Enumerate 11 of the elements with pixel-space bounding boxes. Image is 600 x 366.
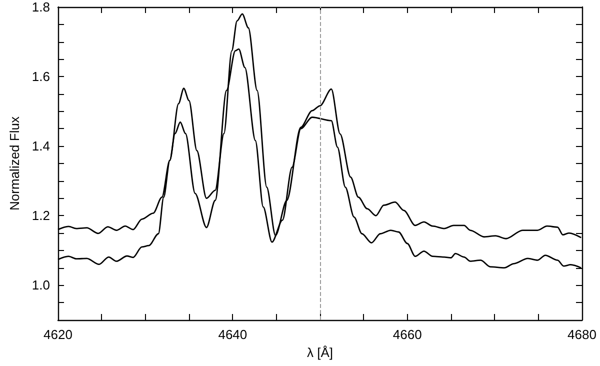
- y-tick-label: 1.4: [32, 138, 50, 154]
- y-tick-label: 1.6: [32, 69, 50, 84]
- x-tick-label: 4620: [44, 327, 72, 342]
- x-tick-label: 4680: [568, 327, 596, 342]
- x-tick-label: 4640: [218, 327, 248, 342]
- y-tick-label: 1.2: [32, 208, 50, 224]
- x-axis-title: λ [Å]: [306, 344, 334, 360]
- x-tick-label: 4660: [392, 327, 422, 342]
- y-tick-label: 1.0: [32, 278, 50, 293]
- y-axis-title: Normalized Flux: [7, 116, 22, 210]
- y-tick-label: 1.8: [32, 0, 50, 14]
